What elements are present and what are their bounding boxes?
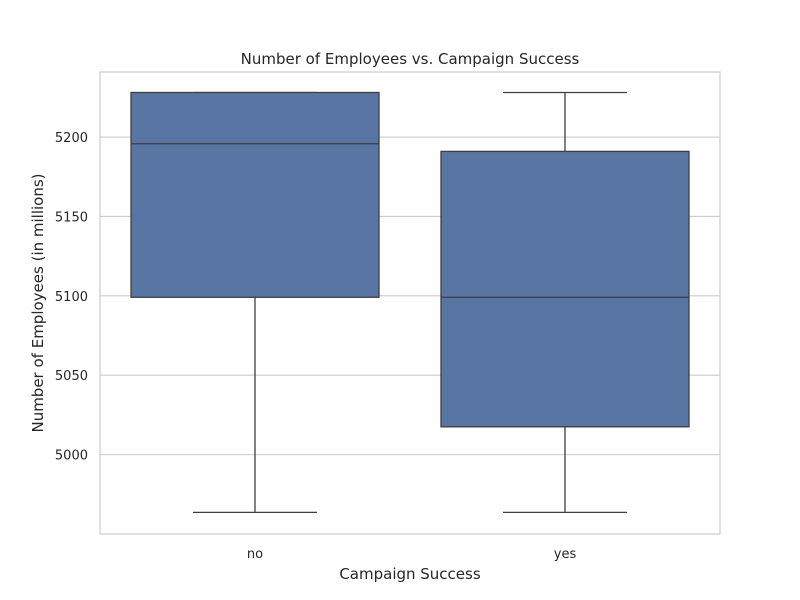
iqr-box [130,91,380,298]
y-axis-label: Number of Employees (in millions) [29,173,47,432]
x-tick-labels: no yes [247,547,577,562]
iqr-box [440,150,690,428]
x-tick-label: no [247,547,263,562]
y-tick-label: 5150 [55,210,88,225]
box-no [130,91,380,514]
y-tick-label: 5050 [55,369,88,384]
y-tick-label: 5100 [55,290,88,305]
box-yes [440,91,690,514]
chart-title: Number of Employees vs. Campaign Success [241,50,580,68]
boxes [130,91,690,514]
plot-frame [99,71,721,535]
x-tick-label: yes [554,547,577,562]
y-tick-labels: 5000 5050 5100 5150 5200 [55,131,88,464]
y-tick-label: 5000 [55,449,88,464]
x-axis-label: Campaign Success [339,565,481,583]
y-tick-label: 5200 [55,131,88,146]
